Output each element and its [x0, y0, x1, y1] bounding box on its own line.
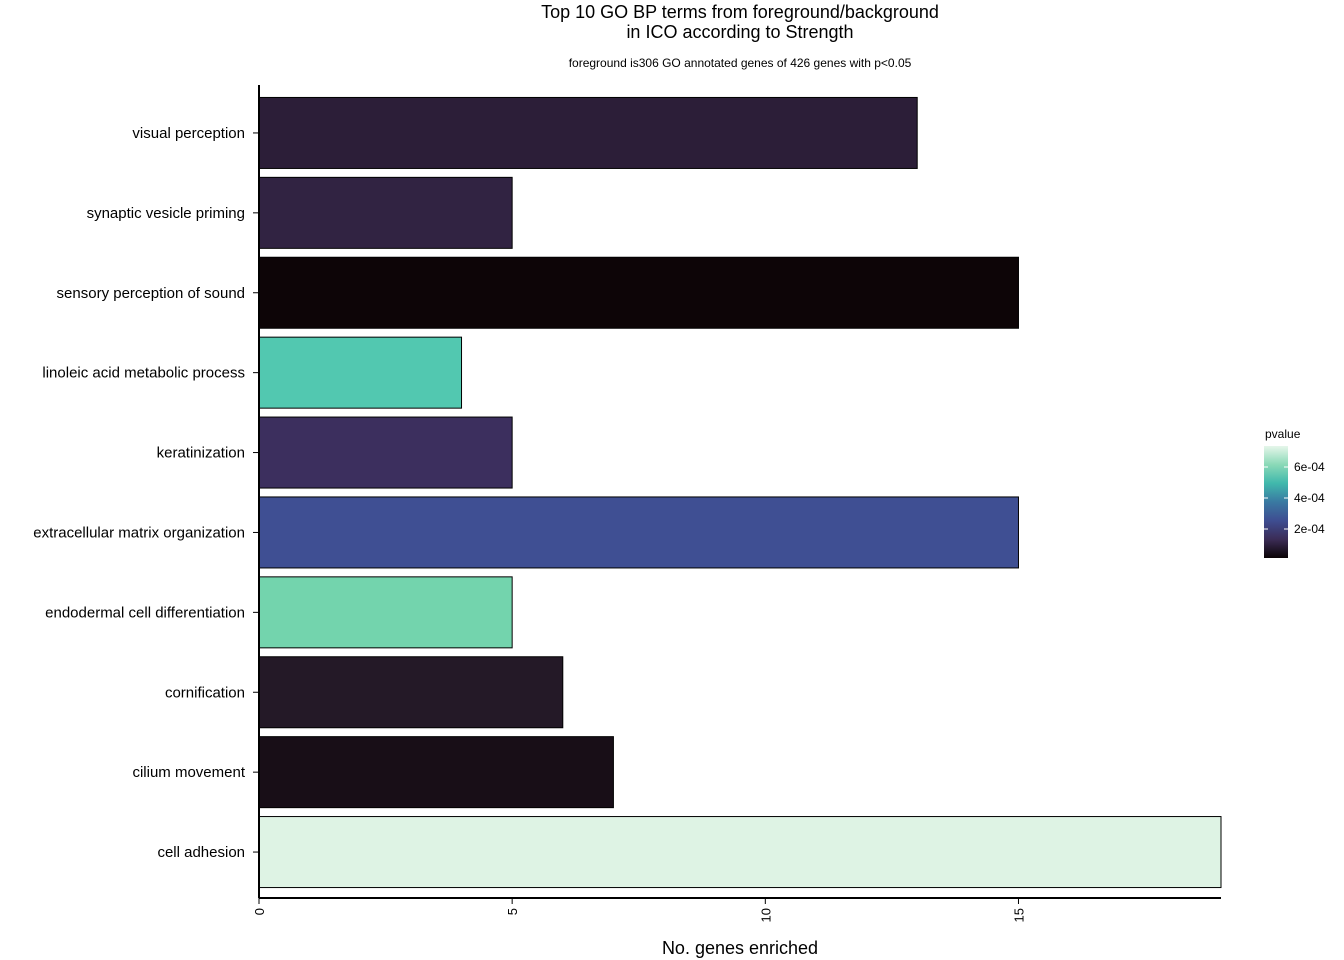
bar	[258, 336, 463, 409]
legend-colorbar	[1264, 446, 1288, 558]
x-tick-label: 10	[758, 908, 773, 922]
y-tick-label: cilium movement	[132, 764, 245, 781]
x-axis-label: No. genes enriched	[662, 938, 818, 958]
legend-tick-label: 6e-04	[1294, 460, 1325, 474]
y-tick-label: visual perception	[132, 125, 245, 142]
bar	[258, 816, 1222, 889]
bar	[258, 176, 513, 249]
y-tick-label: sensory perception of sound	[57, 285, 245, 302]
chart-title-line-2: in ICO according to Strength	[626, 22, 854, 42]
bar	[258, 576, 513, 649]
bars-layer: visual perception synaptic vesicle primin…	[33, 96, 1222, 889]
chart-subtitle: foreground is306 GO annotated genes of 4…	[568, 56, 912, 70]
y-tick-label: cornification	[165, 684, 245, 701]
y-tick-label: extracellular matrix organization	[33, 524, 245, 541]
y-tick-label: endodermal cell differentiation	[45, 604, 245, 621]
bar	[258, 496, 1019, 569]
chart-title-line-1: Top 10 GO BP terms from foreground/backg…	[541, 2, 939, 22]
y-tick-label: synaptic vesicle priming	[87, 205, 245, 222]
bar	[258, 416, 513, 489]
x-tick-label: 5	[505, 908, 520, 915]
x-tick-label: 15	[1011, 908, 1026, 922]
legend-tick-label: 2e-04	[1294, 522, 1325, 536]
legend-tick-label: 4e-04	[1294, 491, 1325, 505]
y-tick-label: keratinization	[157, 445, 245, 462]
y-tick-label: cell adhesion	[157, 844, 245, 861]
bar	[258, 736, 614, 809]
axes-layer: 0 5 10 15 No. genes enriched	[252, 85, 1221, 958]
bar	[258, 96, 918, 169]
legend: pvalue 6e-04 4e-04 2e-04	[1264, 427, 1325, 558]
x-tick-label: 0	[252, 908, 267, 915]
bar	[258, 656, 564, 729]
bar	[258, 256, 1019, 329]
y-tick-label: linoleic acid metabolic process	[42, 365, 245, 382]
legend-title: pvalue	[1265, 427, 1301, 441]
